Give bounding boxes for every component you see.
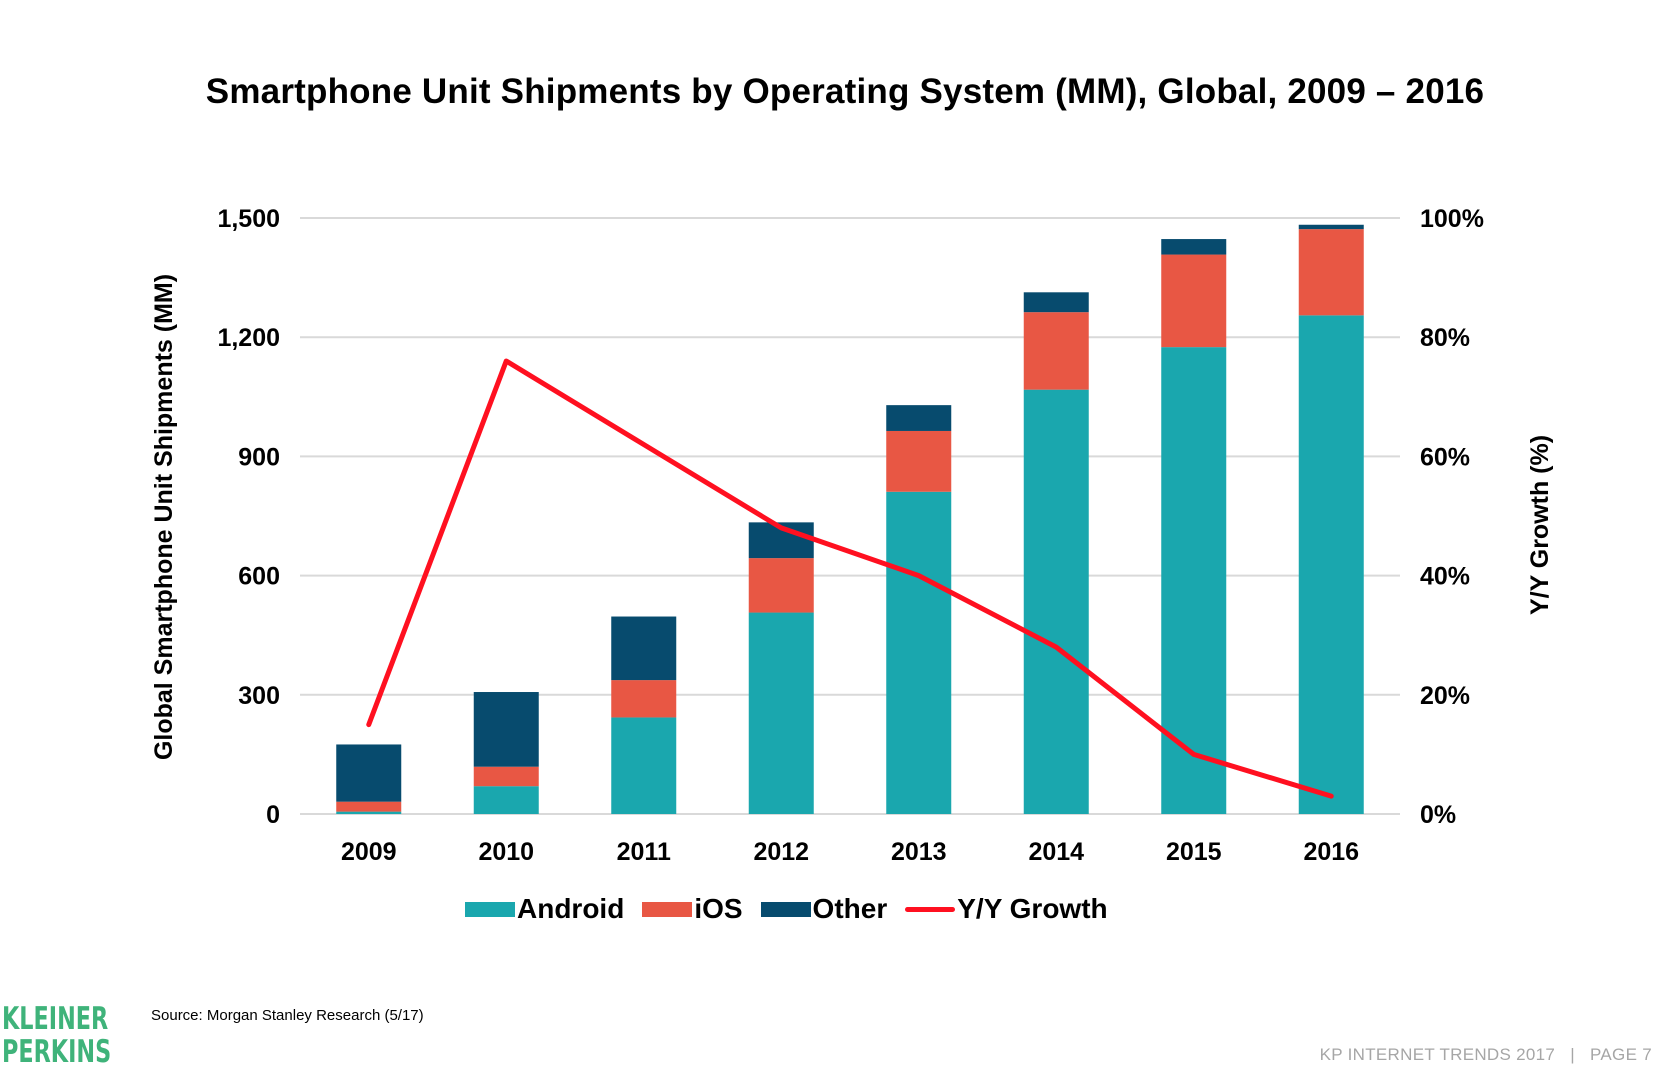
bar-android-2012 <box>748 612 814 814</box>
bar-stack-2011 <box>611 616 677 814</box>
legend-line-growth <box>905 906 956 912</box>
y2-axis-ticks: 0% 20% 40% 60% 80% 100% <box>1420 205 1484 829</box>
y-tick-label: 1,500 <box>217 205 280 233</box>
kleiner-perkins-logo: KLEINER PERKINS <box>2 1003 111 1069</box>
legend-swatch-android <box>465 901 515 917</box>
growth-line-group <box>366 358 1334 799</box>
bar-ios-2016 <box>1298 229 1364 316</box>
bar-other-2013 <box>886 405 952 431</box>
y2-axis-label: Y/Y Growth (%) <box>1526 435 1554 615</box>
y-axis-ticks: 0 300 600 900 1,200 1,500 <box>217 205 280 829</box>
bar-other-2015 <box>1161 239 1227 255</box>
legend-label: Other <box>812 893 888 924</box>
bar-ios-2011 <box>611 680 677 718</box>
y2-tick-label: 20% <box>1420 682 1470 710</box>
bar-stack-2013 <box>886 405 952 814</box>
bar-ios-2015 <box>1161 254 1227 348</box>
legend-swatch-other <box>760 901 811 917</box>
bar-stack-2015 <box>1161 239 1227 814</box>
x-axis-ticks: 2009 2010 2011 2012 2013 2014 2015 2016 <box>341 838 1359 866</box>
legend-item-android: Android <box>465 893 624 925</box>
bar-stack-2014 <box>1023 292 1089 814</box>
bar-other-2011 <box>611 616 677 681</box>
bar-other-2010 <box>473 692 539 767</box>
bar-ios-2014 <box>1023 312 1089 390</box>
y2-tick-label: 100% <box>1420 205 1484 233</box>
x-tick-label: 2016 <box>1303 838 1359 866</box>
legend: Android iOS Other Y/Y Growth <box>465 893 1126 925</box>
chart-title: Smartphone Unit Shipments by Operating S… <box>205 72 1485 111</box>
bar-stack-2010 <box>473 692 539 814</box>
bar-ios-2010 <box>473 766 539 787</box>
bar-android-2009 <box>336 811 402 814</box>
x-tick-label: 2009 <box>341 838 397 866</box>
x-tick-label: 2010 <box>478 838 534 866</box>
y2-tick-label: 80% <box>1420 324 1470 352</box>
bar-stack-2009 <box>336 744 402 814</box>
source-note: Source: Morgan Stanley Research (5/17) <box>151 1007 424 1024</box>
gridlines <box>300 217 1400 815</box>
y2-tick-label: 0% <box>1420 801 1456 829</box>
y-tick-label: 600 <box>238 563 280 591</box>
legend-item-other: Other <box>760 893 888 925</box>
logo-line-1: KLEINER <box>2 1001 109 1037</box>
bar-ios-2009 <box>336 801 402 812</box>
legend-label: iOS <box>694 893 743 924</box>
legend-label: Android <box>517 893 625 924</box>
x-tick-label: 2012 <box>753 838 809 866</box>
bars <box>336 224 1364 814</box>
logo-line-2: PERKINS <box>2 1034 112 1070</box>
bar-android-2010 <box>473 786 539 814</box>
bar-android-2011 <box>611 717 677 814</box>
y-tick-label: 0 <box>266 801 280 829</box>
bar-android-2014 <box>1023 389 1089 814</box>
bar-stack-2012 <box>748 522 814 814</box>
bar-ios-2012 <box>748 558 814 613</box>
x-tick-label: 2011 <box>617 838 671 866</box>
bar-other-2016 <box>1298 224 1364 230</box>
legend-label: Y/Y Growth <box>957 893 1108 924</box>
y-axis-label: Global Smartphone Unit Shipments (MM) <box>150 274 178 760</box>
bar-android-2013 <box>886 491 952 814</box>
legend-item-ios: iOS <box>642 893 743 925</box>
x-tick-label: 2014 <box>1028 838 1084 866</box>
legend-item-growth: Y/Y Growth <box>905 893 1108 925</box>
x-tick-label: 2013 <box>891 838 947 866</box>
bar-ios-2013 <box>886 430 952 492</box>
legend-swatch-ios <box>642 901 693 917</box>
bar-android-2015 <box>1161 347 1227 814</box>
bar-other-2014 <box>1023 292 1089 313</box>
y-tick-label: 300 <box>238 682 280 710</box>
y-tick-label: 900 <box>238 443 280 471</box>
y2-tick-label: 60% <box>1420 443 1470 471</box>
y2-tick-label: 40% <box>1420 563 1470 591</box>
bar-other-2009 <box>336 744 402 802</box>
y-tick-label: 1,200 <box>217 324 280 352</box>
bar-android-2016 <box>1298 315 1364 814</box>
growth-line <box>366 358 1334 799</box>
footer-page-info: KP INTERNET TRENDS 2017 | PAGE 7 <box>1319 1045 1652 1064</box>
x-tick-label: 2015 <box>1166 838 1222 866</box>
bar-stack-2016 <box>1298 224 1364 814</box>
